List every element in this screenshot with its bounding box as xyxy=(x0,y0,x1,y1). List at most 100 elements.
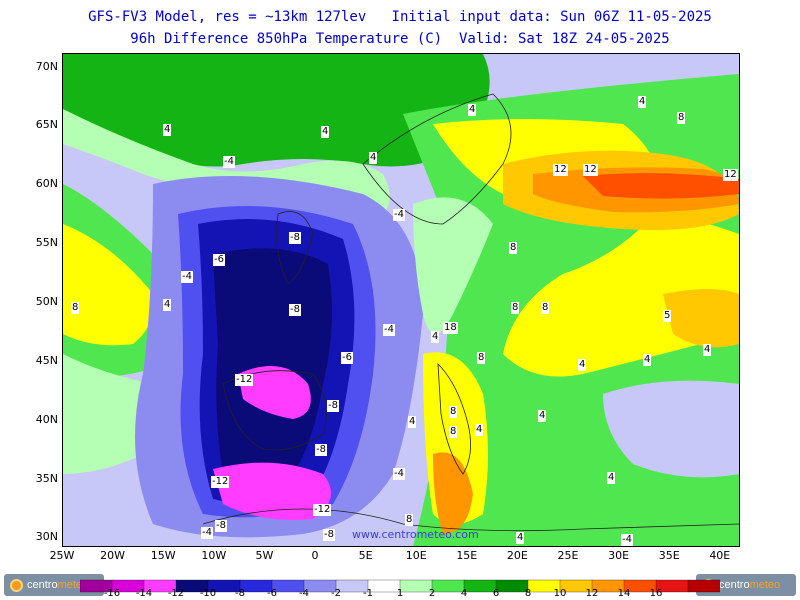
field-east-lightblue xyxy=(603,380,739,478)
field-cold-navy xyxy=(213,248,332,479)
contour-label: 12 xyxy=(583,164,598,176)
contour-label: 4 xyxy=(369,152,378,164)
color-scale-label: -2 xyxy=(331,588,341,599)
contour-label: 4 xyxy=(475,424,484,436)
latitude-label: 40N xyxy=(35,413,58,426)
field-europe-lightgreen xyxy=(413,197,493,334)
color-scale-label: 14 xyxy=(617,588,631,599)
contour-label: -4 xyxy=(383,324,395,336)
color-scale-label: -16 xyxy=(103,588,121,599)
latitude-label: 30N xyxy=(35,530,58,543)
coastline-italy xyxy=(437,362,471,475)
contour-label: 4 xyxy=(516,532,525,544)
field-italy-orange xyxy=(433,452,473,534)
color-scale-label: 16 xyxy=(649,588,663,599)
contour-label: -6 xyxy=(213,254,225,266)
latitude-label: 70N xyxy=(35,60,58,73)
longitude-label: 30E xyxy=(608,549,630,562)
field-cold-magenta2 xyxy=(213,462,331,520)
logo-text-meteo: meteo xyxy=(749,579,781,591)
longitude-label: 20W xyxy=(100,549,126,562)
contour-label: 8 xyxy=(511,302,520,314)
contour-label: 8 xyxy=(477,352,486,364)
contour-label: 12 xyxy=(723,169,738,181)
latitude-label: 45N xyxy=(35,354,58,367)
color-swatch xyxy=(687,579,720,593)
color-scale-label: -14 xyxy=(135,588,153,599)
contour-label: -4 xyxy=(181,271,193,283)
longitude-label: 10E xyxy=(405,549,427,562)
logo-text-centro: centro xyxy=(719,579,750,591)
latitude-label: 60N xyxy=(35,177,58,190)
longitude-label: 35E xyxy=(658,549,680,562)
logo-text-centro: centro xyxy=(27,579,58,591)
coastlines xyxy=(202,93,739,532)
contour-label: 18 xyxy=(443,322,458,334)
contour-label: -12 xyxy=(313,504,332,516)
longitude-label: 10W xyxy=(201,549,227,562)
contour-label: 4 xyxy=(321,126,330,138)
color-scale-label: 6 xyxy=(492,588,500,599)
contour-label: 5 xyxy=(663,310,672,322)
longitude-label: 5E xyxy=(358,549,373,562)
field-russia-red xyxy=(583,173,739,199)
color-scale-label: -10 xyxy=(199,588,217,599)
color-scale-label: 4 xyxy=(460,588,468,599)
field-east-orange xyxy=(663,289,739,348)
contour-label: -12 xyxy=(211,476,230,488)
color-scale-bar xyxy=(80,579,720,593)
contour-label: 4 xyxy=(578,359,587,371)
centrometeo-logo-left: centro meteo xyxy=(4,574,104,596)
temperature-field xyxy=(63,54,739,546)
contour-label: -8 xyxy=(323,529,335,541)
color-scale-label: 8 xyxy=(524,588,532,599)
logo-icon xyxy=(10,578,23,592)
contour-label: 4 xyxy=(607,472,616,484)
color-scale-label: 10 xyxy=(553,588,567,599)
contour-label: -4 xyxy=(393,468,405,480)
chart-subtitle: 96h Difference 850hPa Temperature (C) Va… xyxy=(130,31,670,47)
contour-label: -4 xyxy=(621,534,633,546)
longitude-label: 20E xyxy=(506,549,528,562)
color-scale-label: 1 xyxy=(396,588,404,599)
contour-label: 8 xyxy=(541,302,550,314)
contour-label: -8 xyxy=(315,444,327,456)
longitude-label: 25W xyxy=(49,549,75,562)
contour-label: -8 xyxy=(215,520,227,532)
contour-label: 4 xyxy=(468,104,477,116)
latitude-label: 55N xyxy=(35,236,58,249)
field-north-green xyxy=(63,54,490,167)
color-scale-label: -1 xyxy=(363,588,373,599)
contour-label: 8 xyxy=(405,514,414,526)
contour-label: -4 xyxy=(393,209,405,221)
contour-label: -8 xyxy=(289,232,301,244)
contour-label: -4 xyxy=(201,527,213,539)
color-scale-label: -8 xyxy=(235,588,245,599)
contour-label: 4 xyxy=(431,331,440,343)
contour-label: -6 xyxy=(341,352,353,364)
longitude-label: 15W xyxy=(150,549,176,562)
contour-label: -12 xyxy=(235,374,254,386)
contour-label: 4 xyxy=(408,416,417,428)
latitude-label: 50N xyxy=(35,295,58,308)
longitude-label: 5W xyxy=(255,549,274,562)
field-atlantic-yellow xyxy=(63,224,154,346)
temperature-map: 4 4 4 4 -4 4 8 12 12 12 -4 -8 -6 8 -4 4 8 -8 8 8 5 -4 4 18 -6 4 4-… xyxy=(62,53,740,547)
contour-label: -4 xyxy=(223,156,235,168)
color-scale-label: 2 xyxy=(428,588,436,599)
contour-label: 8 xyxy=(449,426,458,438)
contour-label: 8 xyxy=(71,302,80,314)
contour-label: 4 xyxy=(538,410,547,422)
contour-label: 4 xyxy=(163,124,172,136)
coastline-britain xyxy=(276,211,314,285)
color-scale-label: -6 xyxy=(267,588,277,599)
contour-label: 4 xyxy=(638,96,647,108)
coastline-scandinavia xyxy=(362,93,512,225)
contour-label: -8 xyxy=(289,304,301,316)
contour-label: 8 xyxy=(509,242,518,254)
field-cold-magenta1 xyxy=(238,366,311,419)
color-scale-label: -12 xyxy=(167,588,185,599)
longitude-label: 25E xyxy=(557,549,579,562)
contour-label: 12 xyxy=(553,164,568,176)
longitude-label: 15E xyxy=(456,549,478,562)
